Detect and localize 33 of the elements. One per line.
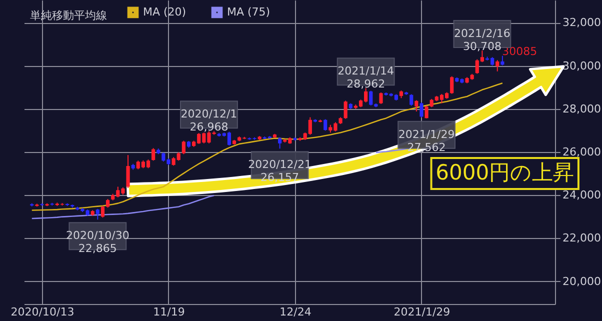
- legend-label: MA (75): [227, 5, 270, 18]
- x-tick-label: 2020/10/13: [10, 306, 74, 318]
- candlestick: [379, 92, 383, 104]
- annotation: 2021/1/14 28,962: [338, 64, 394, 91]
- x-tick-label: 2021/1/29: [394, 306, 450, 318]
- y-tick-label: 32,000: [562, 16, 601, 30]
- y-tick-label: 20,000: [562, 274, 601, 288]
- y-tick-label: 30,000: [562, 59, 601, 72]
- y-tick-label: 28,000: [562, 102, 601, 116]
- candlestick: [278, 136, 282, 150]
- candlestick: [414, 100, 418, 112]
- candlestick: [126, 154, 130, 189]
- annotation: 2020/12/1 26,968: [180, 108, 238, 134]
- y-tick-label: 26,000: [562, 146, 601, 158]
- annotation: 2020/10/30 22,865: [66, 229, 130, 256]
- candlestick: [344, 100, 348, 120]
- candlestick: [410, 94, 414, 106]
- y-tick-label: 24,000: [562, 188, 601, 202]
- candlestick: [424, 105, 428, 119]
- annotation: 30085: [502, 45, 538, 58]
- candlestick: [182, 140, 186, 155]
- candlestick: [100, 205, 105, 218]
- annotation: 6000円の上昇: [436, 160, 574, 184]
- x-tick-label: 12/24: [280, 306, 312, 318]
- candlestick: [152, 148, 156, 162]
- candlestick: [96, 208, 100, 220]
- y-tick-label: 22,000: [562, 232, 601, 245]
- annotation: 2021/1/29 27,562: [398, 128, 455, 154]
- candlestick: [324, 118, 328, 132]
- candlestick: [496, 60, 500, 72]
- x-tick-label: 11/19: [153, 306, 185, 318]
- candlestick: [450, 76, 454, 94]
- candlestick: [420, 102, 424, 118]
